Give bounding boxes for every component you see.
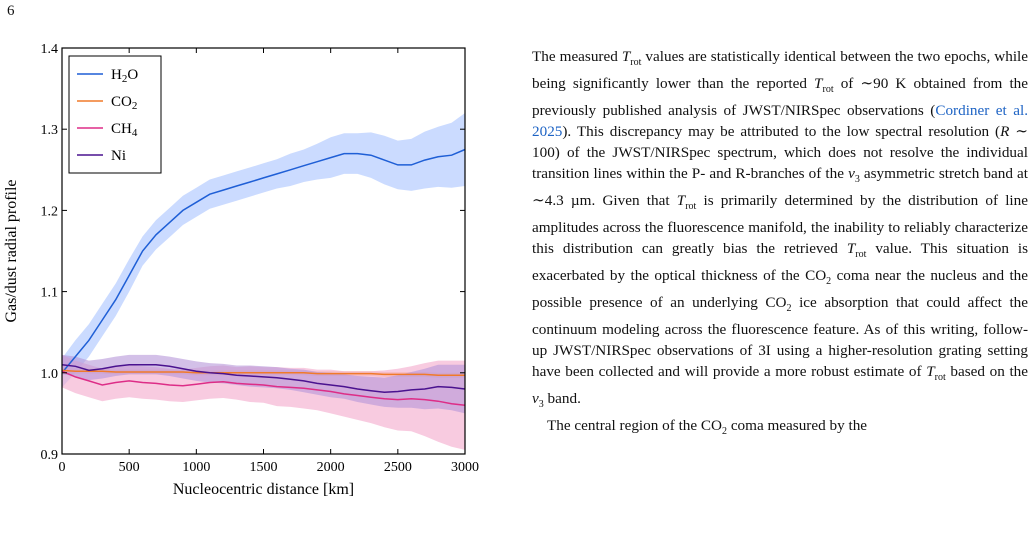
y-axis-label: Gas/dust radial profile <box>3 179 20 322</box>
series-lines <box>61 148 466 407</box>
legend-label-h2o: H2O <box>111 67 138 85</box>
y-tick-label: 1.1 <box>41 286 59 301</box>
y-tick-label: 0.9 <box>41 448 59 463</box>
line-ni <box>61 363 466 394</box>
x-tick-label: 1500 <box>250 460 278 475</box>
line-ch4 <box>61 370 466 407</box>
y-tick-label: 1.3 <box>41 123 59 138</box>
y-tick-label: 1.0 <box>41 367 59 382</box>
y-ticks: 0.9 1.0 1.1 1.2 1.3 1.4 <box>41 42 465 463</box>
x-axis-label: Nucleocentric distance [km] <box>173 481 354 498</box>
legend-box <box>68 55 162 174</box>
gas-dust-radial-profile-chart: 0 500 1000 1500 2000 2500 3000 0.9 1.0 1.1 1.2 1.3… <box>3 42 479 498</box>
paragraph-2: The central region of the CO2 coma measu… <box>547 417 868 438</box>
y-tick-label: 1.4 <box>41 42 59 57</box>
x-ticks: 0 500 1000 1500 2000 2500 3000 <box>59 48 479 475</box>
page-number: 6 <box>7 3 15 19</box>
legend-label-ni: Ni <box>111 148 126 164</box>
y-tick-label: 1.2 <box>41 204 59 219</box>
citation-link[interactable]: Cordiner et al. 2025 <box>532 102 1028 141</box>
x-tick-label: 2000 <box>317 460 345 475</box>
line-h2o <box>61 148 466 374</box>
x-tick-label: 3000 <box>451 460 479 475</box>
x-tick-label: 1000 <box>182 460 210 475</box>
x-tick-label: 0 <box>59 460 66 475</box>
legend: H2O CO2 CH4 Ni <box>68 55 162 174</box>
x-tick-label: 500 <box>119 460 140 475</box>
x-tick-label: 2500 <box>384 460 412 475</box>
legend-label-co2: CO2 <box>111 94 137 112</box>
body-text: The measured Trot values are statistical… <box>532 46 1028 442</box>
paragraph-1: The measured Trot values are statistical… <box>532 48 1029 411</box>
line-co2 <box>61 369 465 376</box>
band-ni <box>62 354 465 414</box>
legend-label-ch4: CH4 <box>111 121 138 139</box>
